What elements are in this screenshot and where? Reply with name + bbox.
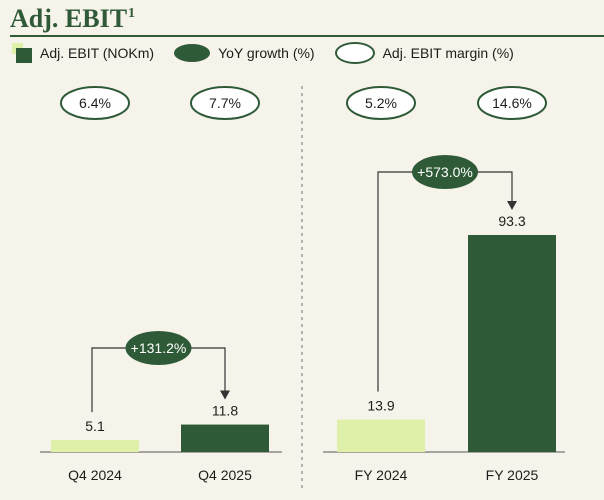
bar xyxy=(51,440,139,452)
legend-item-margin: Adj. EBIT margin (%) xyxy=(334,42,514,64)
x-tick-label: FY 2024 xyxy=(355,467,408,483)
bar xyxy=(337,419,425,452)
bar xyxy=(468,235,556,452)
x-tick-label: FY 2025 xyxy=(486,467,539,483)
data-label: 13.9 xyxy=(367,398,394,414)
growth-label: +573.0% xyxy=(417,164,473,180)
legend-label: Adj. EBIT margin (%) xyxy=(382,45,514,61)
growth-oval xyxy=(125,331,192,365)
margin-label: 5.2% xyxy=(365,95,397,111)
margin-oval xyxy=(477,86,547,120)
arrowhead-icon xyxy=(507,201,517,210)
data-label: 93.3 xyxy=(498,213,525,229)
margin-oval xyxy=(346,86,416,120)
growth-oval xyxy=(412,155,478,189)
legend: Adj. EBIT (NOKm) YoY growth (%) Adj. EBI… xyxy=(12,42,534,64)
x-tick-label: Q4 2024 xyxy=(68,467,122,483)
growth-label: +131.2% xyxy=(131,340,187,356)
margin-label: 6.4% xyxy=(79,95,111,111)
legend-item-yoy-growth: YoY growth (%) xyxy=(174,44,315,62)
margin-label: 14.6% xyxy=(492,95,532,111)
data-label: 11.8 xyxy=(212,403,238,419)
margin-oval xyxy=(190,86,260,120)
bar xyxy=(181,424,269,452)
legend-label: Adj. EBIT (NOKm) xyxy=(40,45,155,61)
legend-label: YoY growth (%) xyxy=(218,45,315,61)
margin-oval xyxy=(60,86,130,120)
arrowhead-icon xyxy=(220,390,230,400)
bar-swatch-icon xyxy=(12,43,34,63)
chart-title: Adj. EBIT1 xyxy=(10,4,136,33)
title-divider xyxy=(10,35,604,37)
margin-label: 7.7% xyxy=(209,95,241,111)
x-tick-label: Q4 2025 xyxy=(198,467,252,483)
data-label: 5.1 xyxy=(85,418,105,434)
outline-oval-icon xyxy=(334,42,375,64)
dark-oval-icon xyxy=(174,44,211,62)
legend-item-adj-ebit: Adj. EBIT (NOKm) xyxy=(12,43,154,63)
